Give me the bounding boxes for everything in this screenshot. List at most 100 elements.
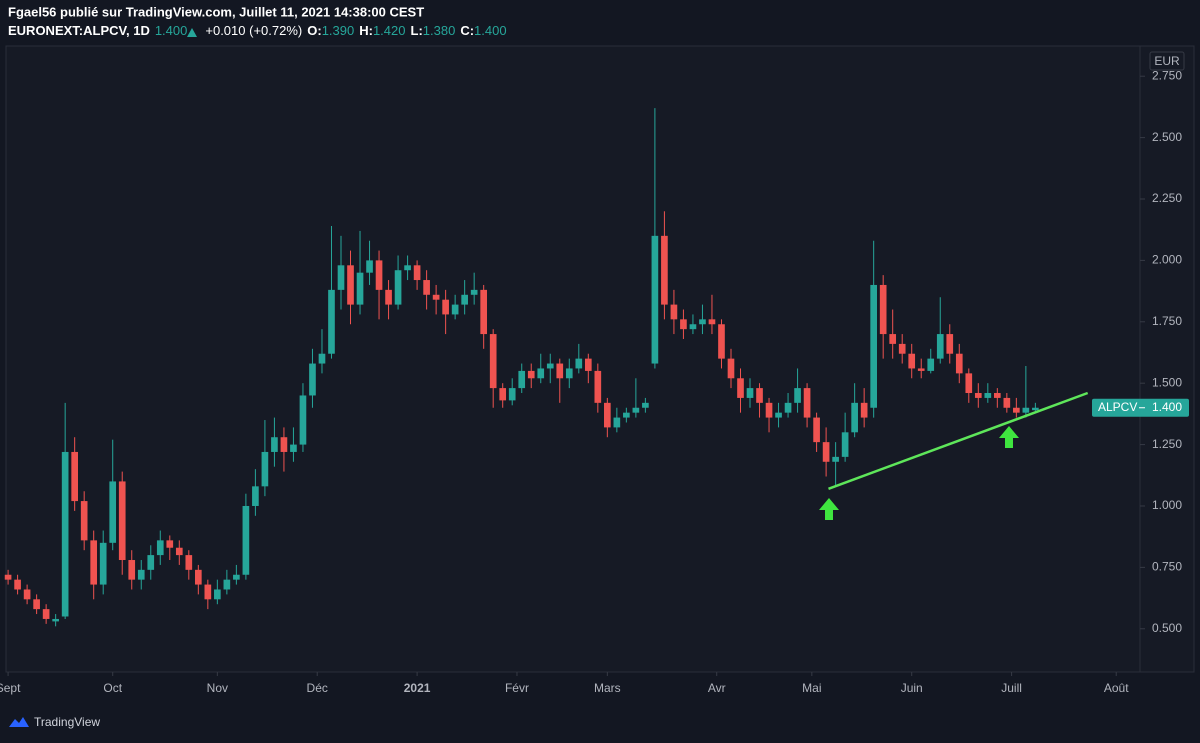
candle-body: [489, 334, 497, 389]
candle-body: [955, 353, 963, 374]
currency-box: [1149, 51, 1185, 71]
arrow-up: [819, 498, 839, 520]
candle-body: [527, 370, 535, 379]
candle-body: [14, 579, 21, 590]
x-tick-label: Sept: [0, 681, 21, 695]
candle-body: [708, 319, 716, 325]
candle-body: [575, 358, 583, 369]
candle-body: [661, 235, 668, 305]
candle-body: [680, 319, 687, 330]
x-tick-label: Juill: [1001, 681, 1022, 695]
candle-body: [518, 370, 526, 389]
candle-body: [813, 417, 820, 443]
candle-body: [775, 412, 782, 418]
candle-body: [214, 589, 221, 600]
y-tick-label: 1.500: [1152, 375, 1182, 389]
candle-body: [822, 442, 830, 462]
candle-body: [299, 395, 307, 445]
y-tick-label: 1.250: [1152, 437, 1182, 451]
candle-body: [898, 343, 906, 354]
x-tick-label: Oct: [103, 681, 122, 695]
candle-body: [908, 353, 916, 369]
candle-body: [166, 540, 174, 548]
candle-body: [756, 388, 763, 403]
candle-body: [841, 432, 849, 457]
candle-body: [974, 393, 982, 398]
candle-body: [185, 555, 193, 570]
last-price-name: ALPCV: [1098, 400, 1137, 414]
candle-body: [718, 324, 725, 359]
candle-body: [794, 388, 801, 403]
x-tick-label: Mars: [594, 681, 621, 695]
candle-body: [451, 304, 459, 315]
candle-body: [737, 378, 744, 398]
low-value: 1.380: [423, 23, 456, 38]
symbol: EURONEXT:ALPCV, 1D: [8, 23, 150, 38]
y-tick-label: 2.250: [1152, 191, 1182, 205]
candle-body: [356, 272, 364, 305]
candle-body: [803, 388, 811, 418]
candle-body: [204, 584, 212, 600]
y-tick-label: 1.000: [1152, 498, 1182, 512]
candle-body: [946, 334, 954, 354]
candle-body: [917, 368, 925, 371]
candle-body: [727, 358, 735, 379]
candle-body: [4, 574, 12, 580]
candle-body: [699, 319, 706, 325]
candle-body: [632, 407, 640, 413]
y-tick-label: 0.750: [1152, 560, 1182, 574]
trend-line: [828, 391, 1089, 490]
candle-body: [613, 417, 621, 428]
candle-body: [993, 393, 1001, 398]
candle-body: [261, 451, 269, 487]
candle-body: [42, 609, 50, 619]
candle-body: [271, 437, 278, 452]
y-tick-label: 2.500: [1152, 130, 1182, 144]
candle-body: [175, 547, 183, 556]
candle-body: [594, 370, 602, 403]
close-value: 1.400: [474, 23, 507, 38]
footer-brand: TradingView: [34, 715, 100, 729]
candle-body: [879, 284, 887, 335]
candle-body: [1013, 407, 1020, 413]
candle-body: [480, 289, 488, 335]
candle-body: [604, 402, 611, 428]
candle-body: [927, 358, 935, 371]
candle-body: [584, 358, 592, 371]
y-tick-label: 0.500: [1152, 621, 1182, 635]
candle-body: [623, 412, 630, 418]
candle-body: [432, 294, 440, 300]
close-label: C:: [460, 23, 474, 38]
candle-body: [61, 451, 69, 617]
candle-body: [309, 363, 316, 396]
candle-body: [413, 265, 421, 281]
x-tick-label: 2021: [404, 681, 431, 695]
candle-body: [965, 373, 973, 394]
candle-body: [33, 599, 40, 610]
candle-body: [328, 289, 335, 354]
candle-body: [765, 402, 773, 418]
candle-body: [233, 574, 240, 580]
candle-body: [784, 402, 792, 413]
candle-body: [137, 569, 145, 580]
high-value: 1.420: [373, 23, 406, 38]
y-tick-label: 2.750: [1152, 68, 1182, 82]
x-tick-label: Févr: [505, 681, 529, 695]
candle-body: [80, 501, 88, 541]
candle-body: [280, 437, 288, 452]
x-tick-label: Mai: [802, 681, 821, 695]
candle-body: [242, 505, 250, 575]
arrow-up: [999, 426, 1019, 448]
candle-body: [1032, 407, 1039, 411]
chart-panel: [5, 45, 1195, 673]
candle-body: [537, 368, 545, 379]
x-tick-label: Août: [1104, 681, 1129, 695]
last-price-label: 1.400: [1152, 400, 1182, 414]
candle-body: [394, 270, 402, 305]
candle-body: [404, 265, 411, 271]
x-tick-label: Déc: [307, 681, 328, 695]
candle-body: [156, 540, 164, 556]
currency: EUR: [1154, 54, 1180, 68]
low-label: L:: [411, 23, 423, 38]
